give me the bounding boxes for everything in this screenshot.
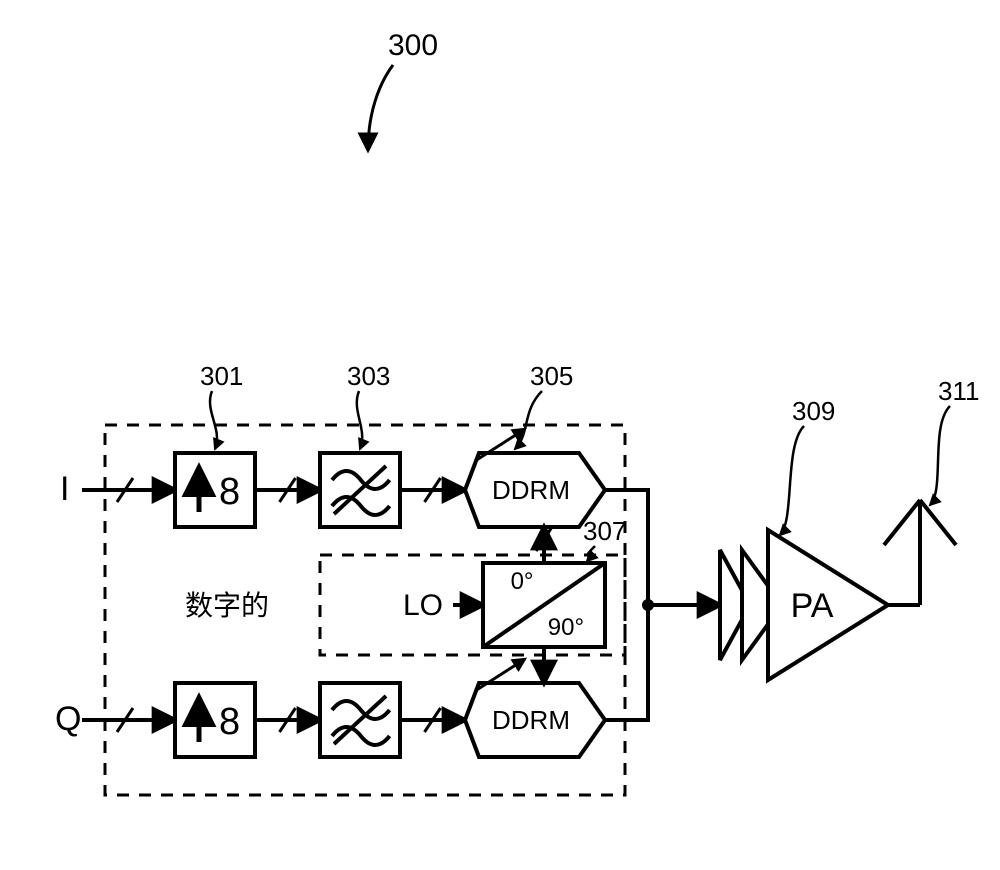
svg-text:303: 303 (347, 361, 390, 391)
svg-text:LO: LO (403, 589, 443, 622)
svg-text:8: 8 (219, 701, 240, 743)
svg-text:I: I (60, 470, 69, 508)
svg-text:Q: Q (55, 700, 81, 738)
svg-text:数字的: 数字的 (185, 590, 269, 621)
svg-text:300: 300 (388, 29, 438, 62)
svg-text:PA: PA (791, 587, 834, 625)
block-diagram: 300 I 8 DDRM Q 8 DDRM LO 0° 90° PA 301 303 305 307 309 3… (0, 0, 1000, 870)
svg-text:307: 307 (583, 516, 626, 546)
svg-text:309: 309 (792, 396, 835, 426)
svg-text:311: 311 (938, 376, 979, 406)
svg-text:90°: 90° (548, 614, 584, 641)
svg-text:0°: 0° (511, 568, 534, 595)
svg-text:DDRM: DDRM (492, 705, 570, 735)
svg-text:DDRM: DDRM (492, 475, 570, 505)
svg-text:305: 305 (530, 361, 573, 391)
svg-text:301: 301 (200, 361, 243, 391)
svg-text:8: 8 (219, 471, 240, 513)
